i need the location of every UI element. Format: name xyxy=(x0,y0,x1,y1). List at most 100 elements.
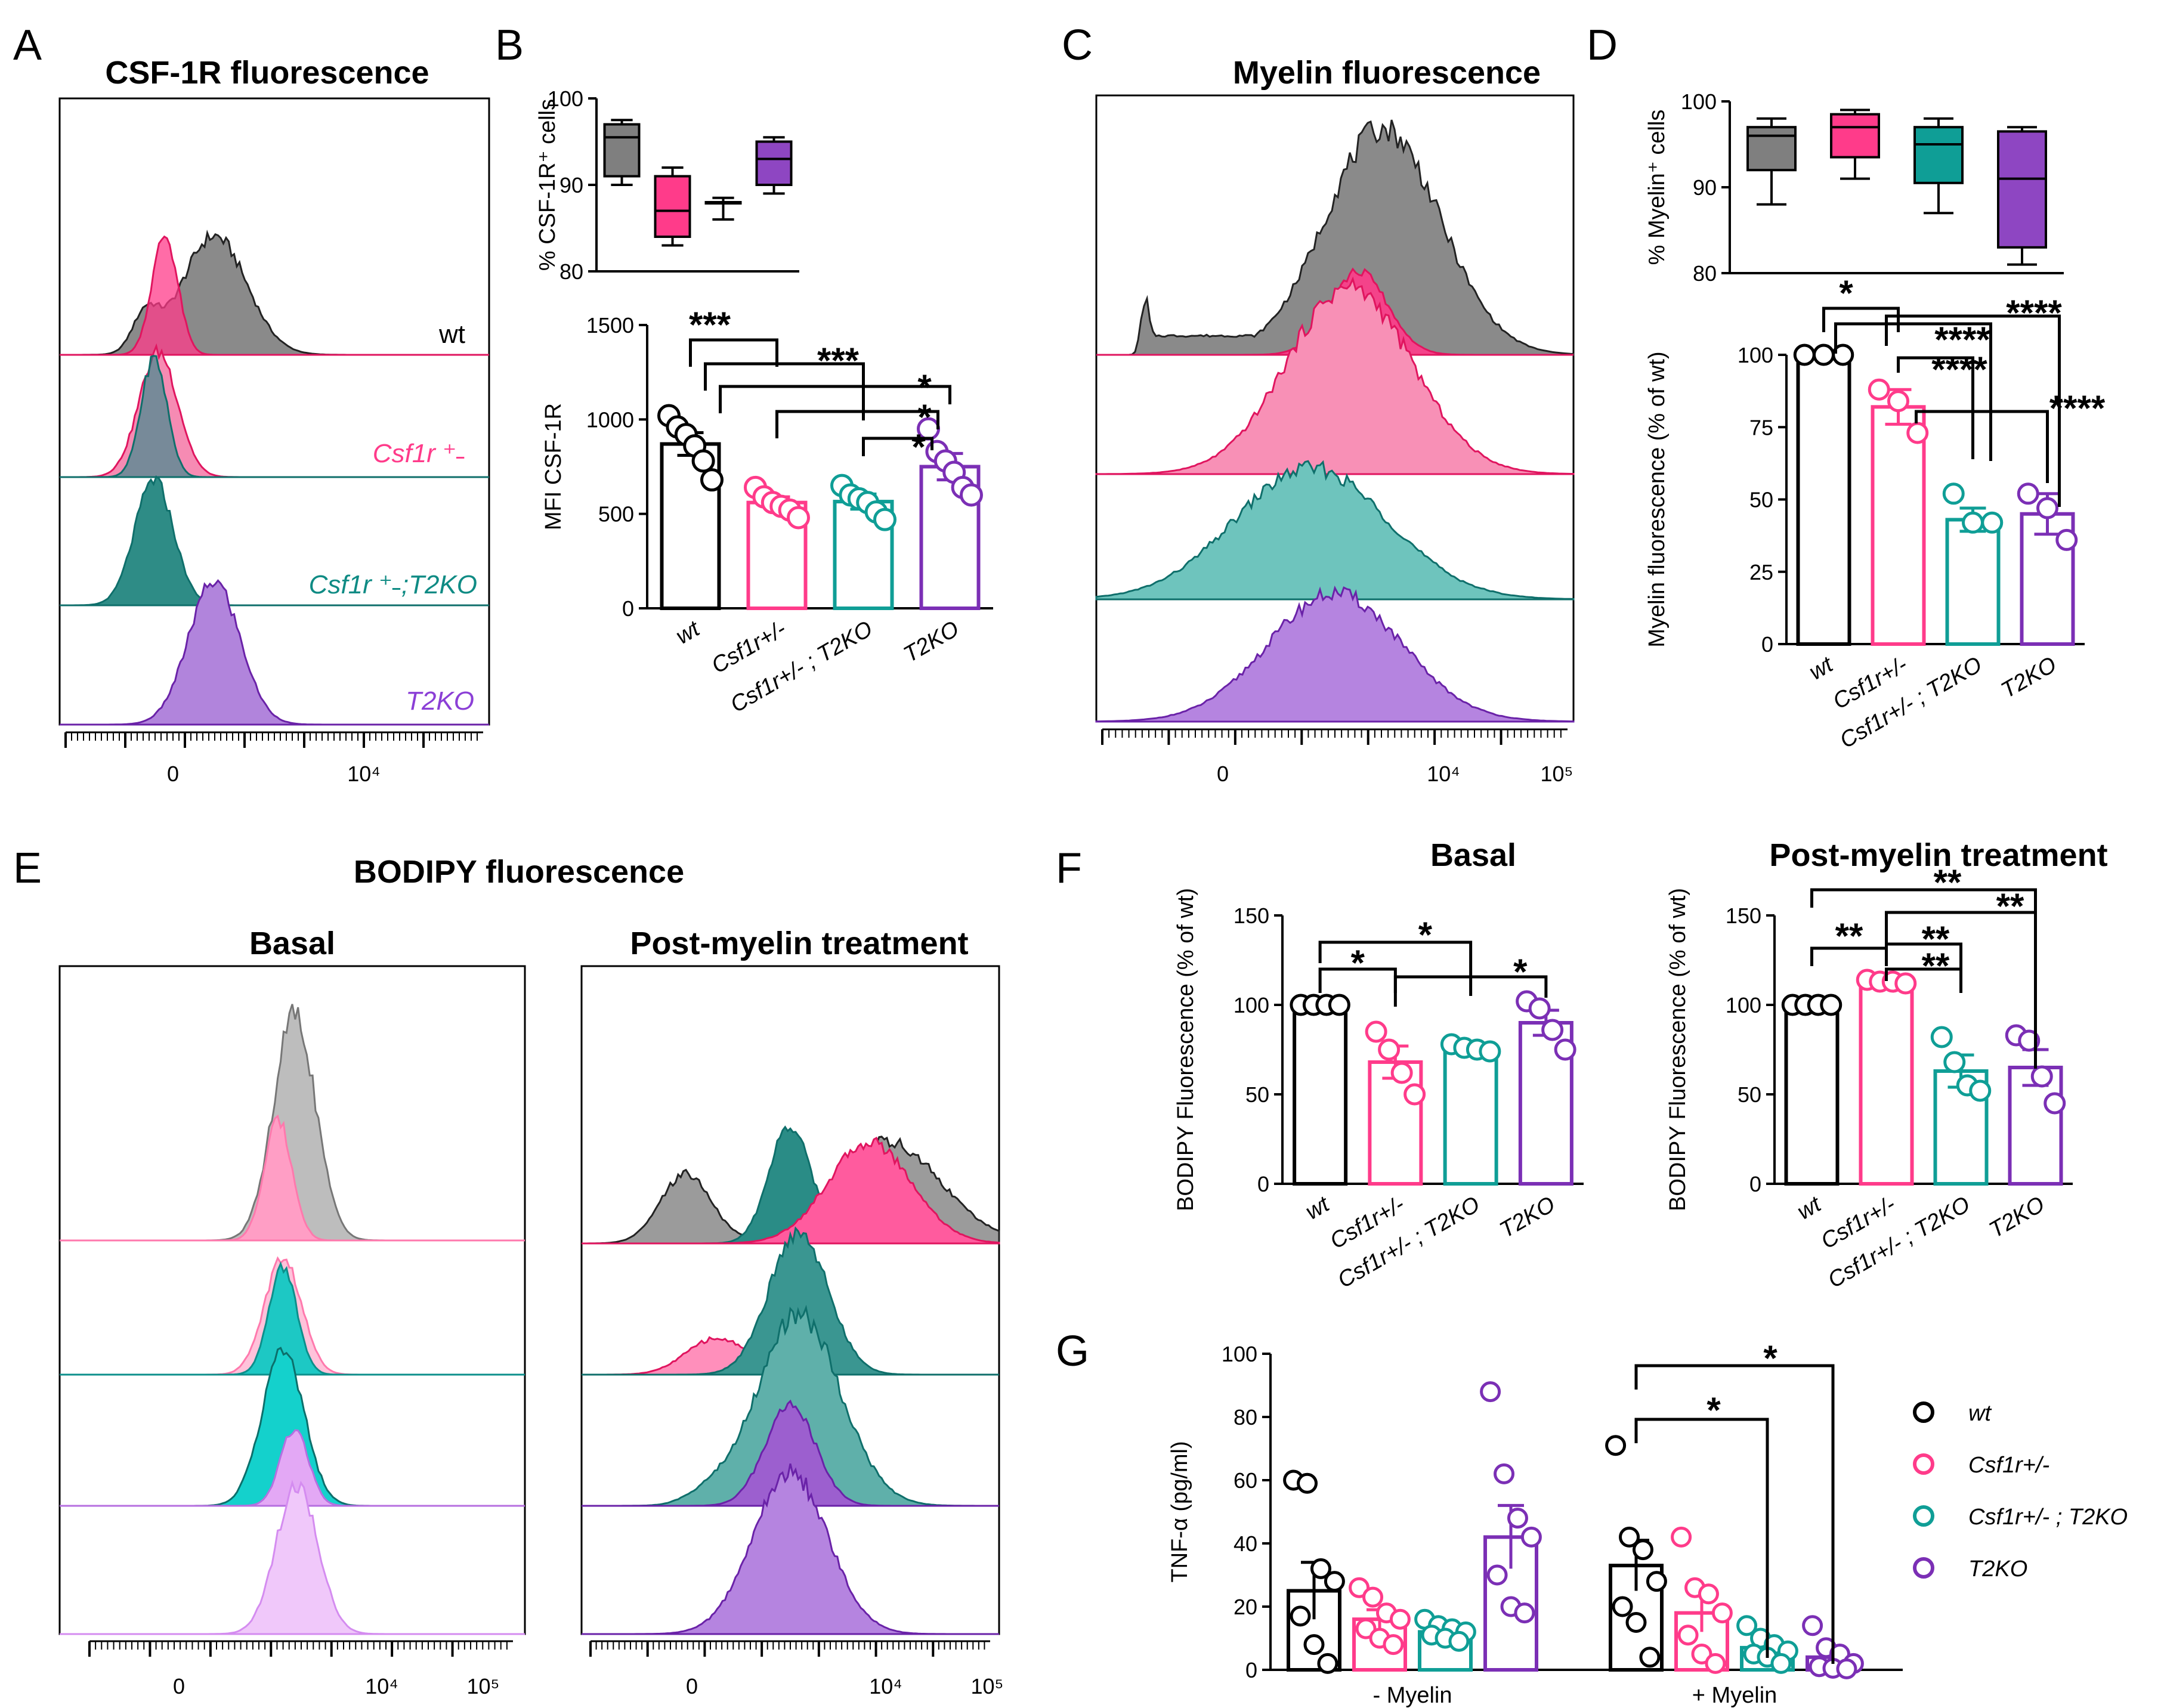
chart-g-data-point xyxy=(1625,1612,1647,1633)
chart-b-bottom-y-tick-label: 1000 xyxy=(586,407,634,432)
chart-f-basal-bar xyxy=(1293,1003,1348,1186)
chart-d-bottom-y-tick-label: 100 xyxy=(1738,343,1773,367)
chart-g-data-point xyxy=(1448,1630,1470,1652)
chart-g-data-point xyxy=(1317,1653,1338,1674)
chart-g-y-label: TNF-α (pg/ml) xyxy=(1167,1441,1192,1582)
panel-label-a: A xyxy=(13,21,42,69)
panel-label-d: D xyxy=(1587,21,1618,69)
chart-g-y-tick-label: 80 xyxy=(1234,1405,1257,1429)
chart-f-post-y-tick-label: 150 xyxy=(1726,903,1761,928)
chart-b-bottom-y-tick-label: 500 xyxy=(598,502,634,527)
chart-g-data-point xyxy=(1698,1583,1719,1605)
hist-label-double: Csf1r ⁺˗;T2KO xyxy=(309,570,477,599)
histogram-a: wt Csf1r ⁺˗ Csf1r ⁺˗;T2KO T2KO 0 10⁴ xyxy=(58,97,490,786)
chart-g-data-point xyxy=(1507,1508,1528,1529)
hist-e2-tick-e4: 10⁴ xyxy=(869,1674,902,1698)
sig-bracket-f3 xyxy=(1393,975,1548,1007)
chart-b-bottom-y-tick-label: 0 xyxy=(622,596,634,621)
sig-bracket-g2 xyxy=(1634,1418,1769,1658)
panel-label-g: G xyxy=(1056,1328,1089,1375)
chart-b-bottom-data-point xyxy=(960,483,983,507)
chart-b-bottom-y-tick-label: 1500 xyxy=(586,313,634,338)
hist-label-t2ko: T2KO xyxy=(406,686,474,716)
chart-b-top-box xyxy=(755,140,793,186)
chart-g-data-point xyxy=(1514,1602,1535,1624)
title-f-post: Post-myelin treatment xyxy=(1769,837,2107,873)
chart-d-bottom-bar xyxy=(1945,518,2001,646)
sig-bracket-d1 xyxy=(1822,307,1900,332)
chart-d-bottom-data-point xyxy=(1793,344,1816,366)
chart-g-data-point xyxy=(1310,1558,1331,1579)
legend-marker-t2ko xyxy=(1913,1557,1934,1579)
chart-d-bottom-y-label: Myelin fluorescence (% of wt) xyxy=(1644,351,1670,647)
histogram-e2-double-mid xyxy=(582,1226,999,1376)
sig-star-fp4: ** xyxy=(1922,919,1950,959)
chart-f-basal-data-point xyxy=(1365,1020,1387,1043)
chart-b-bottom-category-label: wt xyxy=(672,616,704,649)
histogram-e2-het-top xyxy=(582,1136,1000,1245)
title-e: BODIPY fluorescence xyxy=(354,854,684,890)
sig-star-b1: *** xyxy=(689,305,731,345)
chart-d-bottom-data-point xyxy=(1868,378,1890,401)
sig-bracket-g1 xyxy=(1634,1364,1835,1664)
sig-star-d3: **** xyxy=(2006,293,2062,333)
chart-g-data-point xyxy=(1355,1618,1377,1639)
chart-d-top-box xyxy=(1997,130,2047,249)
chart-b-bottom-category-label: Csf1r+/- ; T2KO xyxy=(727,616,877,717)
chart-b-top-box xyxy=(603,123,641,178)
title-c: Myelin fluorescence xyxy=(1233,55,1541,91)
title-a: CSF-1R fluorescence xyxy=(105,55,429,91)
legend-label-het: Csf1r+/- xyxy=(1968,1453,2049,1478)
histogram-c-t2ko xyxy=(1095,585,1575,723)
title-f-basal: Basal xyxy=(1430,837,1516,873)
chart-f-basal-data-point xyxy=(1378,1038,1401,1061)
histogram-e1-het-overlay xyxy=(60,1114,525,1242)
chart-f-post-y-tick-label: 100 xyxy=(1726,993,1761,1017)
title-e-post: Post-myelin treatment xyxy=(630,926,968,961)
histogram-e-post: 0 10⁴ 10⁵ xyxy=(580,965,1003,1698)
panel-label-f: F xyxy=(1056,844,1082,892)
legend-marker-het xyxy=(1913,1453,1934,1475)
chart-g-data-point xyxy=(1324,1571,1345,1592)
chart-f-basal-category-label: T2KO xyxy=(1495,1192,1559,1243)
hist-e1-tick-e4: 10⁴ xyxy=(365,1674,398,1698)
chart-d-bottom-y-tick-label: 25 xyxy=(1749,560,1773,584)
chart-f-basal-y-tick-label: 100 xyxy=(1234,993,1269,1017)
chart-b-bottom-category-label: T2KO xyxy=(899,616,963,667)
sig-star-g1: * xyxy=(1763,1338,1777,1378)
chart-f-post-bar xyxy=(1784,1003,1840,1186)
histogram-e1-t2ko-overlay xyxy=(60,1429,525,1507)
sig-bracket-fp3 xyxy=(1885,911,2037,987)
chart-f-post-bar xyxy=(1859,980,1914,1186)
chart-d-bottom-y-tick-label: 50 xyxy=(1749,488,1773,512)
chart-f-post-y-tick-label: 0 xyxy=(1749,1172,1761,1196)
chart-f-post-data-point xyxy=(1820,994,1843,1016)
sig-star-fp3: ** xyxy=(1996,886,2024,926)
histogram-e1-double-overlay xyxy=(60,1261,525,1376)
chart-f-basal-y-tick-label: 0 xyxy=(1257,1172,1269,1196)
chart-g-data-point xyxy=(1480,1381,1501,1403)
sig-star-d5: **** xyxy=(2049,388,2106,428)
chart-b-bottom-data-point xyxy=(873,508,896,531)
chart-g-data-point xyxy=(1705,1653,1726,1674)
histogram-a-wt xyxy=(60,230,489,356)
chart-f-basal-data-point xyxy=(1528,997,1551,1020)
chart-g-data-point xyxy=(1612,1596,1633,1617)
chart-f-post-y-label: BODIPY Fluorescence (% of wt) xyxy=(1665,888,1690,1211)
chart-d-top-box xyxy=(1830,113,1880,159)
chart-f-post-data-point xyxy=(1930,1026,1953,1048)
sig-bracket-d4 xyxy=(1897,356,1974,459)
chart-d-bottom-category-label: T2KO xyxy=(1997,652,2061,703)
chart-f-basal-data-point xyxy=(1541,1019,1564,1041)
chart-d-top-y-tick-label: 90 xyxy=(1693,175,1717,200)
chart-f-basal-y-tick-label: 150 xyxy=(1234,903,1269,928)
chart-d-bottom-bar xyxy=(1796,353,1851,646)
sig-star-g2: * xyxy=(1707,1390,1721,1430)
hist-a-tick-zero: 0 xyxy=(167,762,179,786)
chart-f-basal-data-point xyxy=(1328,994,1350,1016)
chart-g-data-point xyxy=(1646,1571,1667,1592)
sig-star-f1: * xyxy=(1351,943,1365,983)
chart-g-group-label: + Myelin xyxy=(1692,1683,1777,1708)
chart-d-bottom-data-point xyxy=(1832,344,1854,366)
legend-marker-double xyxy=(1913,1505,1934,1527)
